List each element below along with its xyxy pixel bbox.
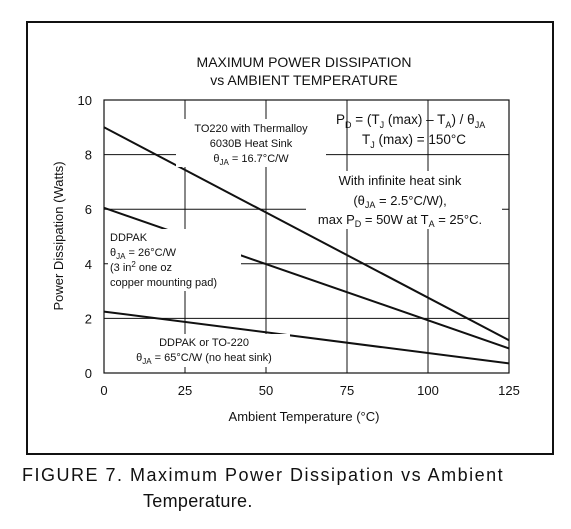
y-tick-label: 10 — [78, 93, 92, 108]
formula-text: PD = (TJ (max) – TA) / θJA — [336, 112, 485, 130]
caption-line2: Temperature. — [143, 491, 253, 511]
infinite-heatsink-label: With infinite heat sink (θJA = 2.5°C/W),… — [306, 171, 502, 229]
x-tick-label: 125 — [498, 383, 520, 398]
no-heatsink-label: DDPAK or TO-220 θJA = 65°C/W (no heat si… — [118, 334, 290, 367]
svg-text:DDPAK or TO-220: DDPAK or TO-220 — [159, 337, 249, 349]
svg-text:max PD = 50W at TA = 25°C.: max PD = 50W at TA = 25°C. — [318, 212, 482, 229]
chart-title-line1: MAXIMUM POWER DISSIPATION — [197, 54, 412, 70]
series-line-3 — [103, 310, 510, 365]
x-tick-label: 25 — [178, 383, 192, 398]
x-axis-label: Ambient Temperature (°C) — [229, 409, 380, 424]
figure-caption: FIGURE 7. Maximum Power Dissipation vs A… — [22, 462, 562, 514]
ddpak-copper-label: DDPAK θJA = 26°C/W (3 in2 one oz copper … — [108, 229, 241, 291]
svg-text:(θJA = 2.5°C/W),: (θJA = 2.5°C/W), — [353, 193, 446, 210]
plot-area-border — [103, 99, 510, 374]
y-tick-label: 2 — [85, 311, 92, 326]
svg-text:θJA = 26°C/W: θJA = 26°C/W — [110, 247, 177, 261]
y-tick-label: 8 — [85, 148, 92, 163]
svg-text:copper mounting pad): copper mounting pad) — [110, 277, 217, 289]
caption-line1: FIGURE 7. Maximum Power Dissipation vs A… — [22, 465, 505, 485]
series-line-1 — [103, 126, 510, 342]
y-axis-label: Power Dissipation (Watts) — [51, 161, 66, 310]
svg-text:θJA = 16.7°C/W: θJA = 16.7°C/W — [213, 153, 289, 167]
svg-text:(3 in2 one oz: (3 in2 one oz — [110, 260, 172, 274]
svg-text:6030B Heat Sink: 6030B Heat Sink — [210, 138, 293, 150]
figure-frame: 0 25 50 75 100 125 0 2 4 6 8 10 MAXIMUM POWER DISSI… — [26, 21, 554, 455]
x-tick-label: 75 — [340, 383, 354, 398]
x-tick-label: 100 — [417, 383, 439, 398]
svg-text:DDPAK: DDPAK — [110, 232, 148, 244]
chart-title-line2: vs AMBIENT TEMPERATURE — [210, 72, 397, 88]
tick-labels: 0 25 50 75 100 125 0 2 4 6 8 10 — [78, 93, 520, 398]
chart: 0 25 50 75 100 125 0 2 4 6 8 10 MAXIMUM POWER DISSI… — [51, 54, 520, 424]
y-tick-label: 6 — [85, 202, 92, 217]
y-tick-label: 0 — [85, 366, 92, 381]
y-tick-label: 4 — [85, 257, 92, 272]
svg-text:θJA = 65°C/W (no heat sink): θJA = 65°C/W (no heat sink) — [136, 352, 272, 366]
tjmax-text: TJ (max) = 150°C — [362, 132, 466, 150]
svg-text:TO220 with Thermalloy: TO220 with Thermalloy — [194, 123, 308, 135]
x-tick-label: 50 — [259, 383, 273, 398]
to220-heatsink-label: TO220 with Thermalloy 6030B Heat Sink θJ… — [176, 119, 326, 167]
x-tick-label: 0 — [100, 383, 107, 398]
svg-text:With infinite heat sink: With infinite heat sink — [339, 173, 462, 188]
